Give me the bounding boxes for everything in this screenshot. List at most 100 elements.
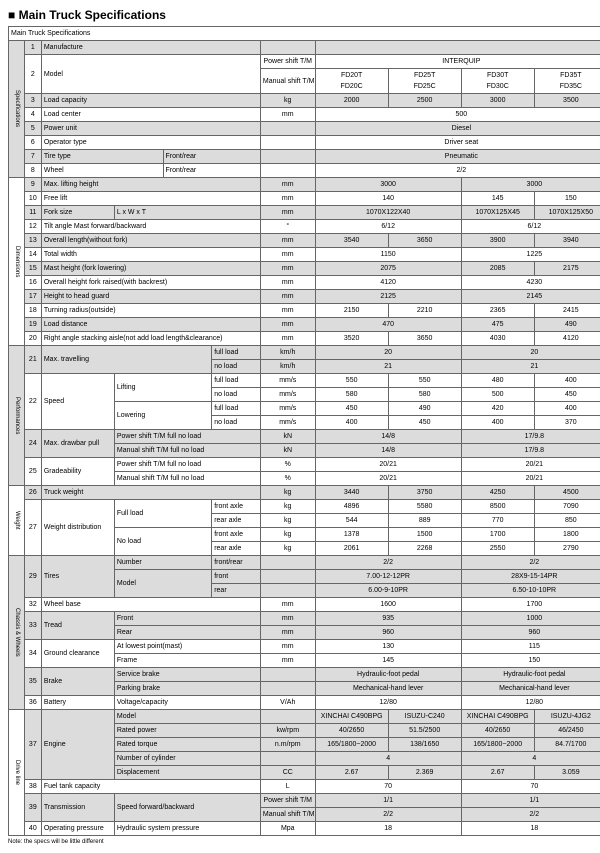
cell xyxy=(260,682,315,696)
table-row: Chassis & Wheels 29 Tires Numberfront/re… xyxy=(9,556,600,570)
cell: 70 xyxy=(315,780,461,794)
cell: 450 xyxy=(315,402,388,416)
cell: 490 xyxy=(388,402,461,416)
cell: 2/2 xyxy=(461,556,600,570)
cell: 2000 xyxy=(315,94,388,108)
cell: mm xyxy=(260,178,315,192)
cell: mm xyxy=(260,640,315,654)
cell: Tilt angle Mast forward/backward xyxy=(41,220,260,234)
cell: 2085 xyxy=(461,262,534,276)
cell: 19 xyxy=(24,318,41,332)
cell: V/Ah xyxy=(260,696,315,710)
cell: Truck weight xyxy=(41,486,260,500)
cell: 145 xyxy=(315,654,461,668)
cell: 2061 xyxy=(315,542,388,556)
cell: 4230 xyxy=(461,276,600,290)
cell: 51.5/2500 xyxy=(388,724,461,738)
cell: kg xyxy=(260,500,315,514)
cell: Number xyxy=(114,556,211,570)
cell: Mast height (fork lowering) xyxy=(41,262,260,276)
cell: Hydraulic-foot pedal xyxy=(461,668,600,682)
cell: 2415 xyxy=(534,304,600,318)
cell: 165/1800~2000 xyxy=(315,738,388,752)
cell: 3000 xyxy=(315,178,461,192)
cell: rear axle xyxy=(212,542,261,556)
cell: front xyxy=(212,570,261,584)
cell: 3650 xyxy=(388,234,461,248)
cell: 3.059 xyxy=(534,766,600,780)
cell: 165/1800~2000 xyxy=(461,738,534,752)
cell: Power shift T/M xyxy=(260,55,315,69)
table-row: 39Transmission Speed forward/backward Po… xyxy=(9,794,600,808)
cell: Mpa xyxy=(260,822,315,836)
cell: 550 xyxy=(388,374,461,388)
cell: 2125 xyxy=(315,290,461,304)
cell: 8500 xyxy=(461,500,534,514)
cell: mm xyxy=(260,192,315,206)
cell: 960 xyxy=(315,626,461,640)
table-row: Dimensions 9 Max. lifting height mm 3000… xyxy=(9,178,600,192)
cell: 20 xyxy=(24,332,41,346)
cell: 29 xyxy=(24,556,41,598)
cell: no load xyxy=(212,416,261,430)
cell: 21 xyxy=(24,346,41,374)
table-row: 22 Speed Lifting full loadmm/s 550550480… xyxy=(9,374,600,388)
cell: 770 xyxy=(461,514,534,528)
cell: Max. travelling xyxy=(41,346,211,374)
cell: % xyxy=(260,458,315,472)
table-row: 27 Weight distribution Full load front a… xyxy=(9,500,600,514)
cell: 500 xyxy=(315,108,600,122)
cell: mm xyxy=(260,612,315,626)
cell: 1070X125X45 xyxy=(461,206,534,220)
table-row: 35Brake Service brake Hydraulic-foot ped… xyxy=(9,668,600,682)
cell: 450 xyxy=(388,416,461,430)
cell: 26 xyxy=(24,486,41,500)
cell: full load xyxy=(212,402,261,416)
cell: FD20TFD20C xyxy=(315,69,388,94)
cell: Fuel tank capacity xyxy=(41,780,260,794)
cell: 4 xyxy=(461,752,600,766)
cell: 25 xyxy=(24,458,41,486)
cell: 400 xyxy=(315,416,388,430)
cell: mm xyxy=(260,626,315,640)
cell: Max. drawbar pull xyxy=(41,430,114,458)
cell: kN xyxy=(260,444,315,458)
cell: full load xyxy=(212,374,261,388)
cell: 2075 xyxy=(315,262,461,276)
cell: Front/rear xyxy=(163,164,260,178)
cell: 935 xyxy=(315,612,461,626)
cell: 1700 xyxy=(461,528,534,542)
cell: 130 xyxy=(315,640,461,654)
cell: 960 xyxy=(461,626,600,640)
table-row: 3 Load capacity kg 2000 2500 3000 3500 xyxy=(9,94,600,108)
cell: Turning radius(outside) xyxy=(41,304,260,318)
cell: 39 xyxy=(24,794,41,822)
cell: 4250 xyxy=(461,486,534,500)
cell: 480 xyxy=(461,374,534,388)
side-drive-line: Drive line xyxy=(9,710,25,836)
cell: Manual shift T/M full no load xyxy=(114,444,260,458)
cell: Lifting xyxy=(114,374,211,402)
cell: 4500 xyxy=(534,486,600,500)
cell: 475 xyxy=(461,318,534,332)
cell: Front/rear xyxy=(163,150,260,164)
cell: 490 xyxy=(534,318,600,332)
cell: 9 xyxy=(24,178,41,192)
cell: Frame xyxy=(114,654,260,668)
cell: 3540 xyxy=(315,234,388,248)
cell: Model xyxy=(114,570,211,598)
cell: 7090 xyxy=(534,500,600,514)
table-row: 5 Power unit Diesel xyxy=(9,122,600,136)
cell: 35 xyxy=(24,668,41,696)
cell: Full load xyxy=(114,500,211,528)
cell: mm/s xyxy=(260,416,315,430)
cell: mm xyxy=(260,318,315,332)
cell: FD25TFD25C xyxy=(388,69,461,94)
cell: 3750 xyxy=(388,486,461,500)
table-row: 36Battery Voltage/capacityV/Ah 12/8012/8… xyxy=(9,696,600,710)
cell: 1070X125X50 xyxy=(534,206,600,220)
table-row: 25 Gradeability Power shift T/M full no … xyxy=(9,458,600,472)
cell: 20 xyxy=(461,346,600,360)
cell: 2.369 xyxy=(388,766,461,780)
cell: 1150 xyxy=(315,248,461,262)
